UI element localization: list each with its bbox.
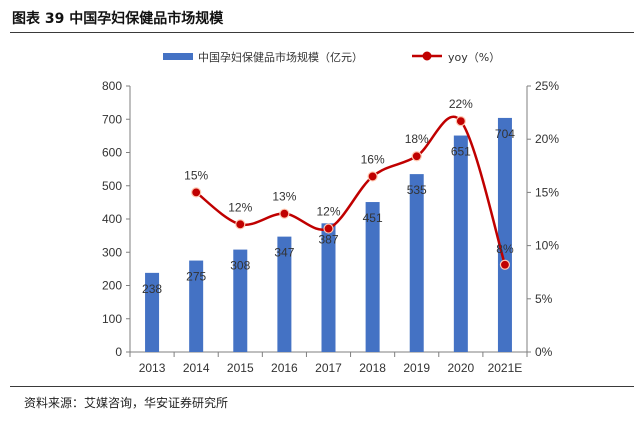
yoy-point (367, 171, 378, 182)
yoy-value-label: 12% (228, 200, 252, 214)
bar-value-label: 387 (318, 232, 338, 246)
left-tick-label: 700 (102, 112, 122, 126)
left-tick-label: 0 (115, 345, 122, 359)
bar (365, 202, 380, 352)
bar (189, 260, 204, 352)
market-size-chart: 中国孕妇保健品市场规模（亿元） yoy（%） 0 100 200 300 400 500 6… (102, 50, 559, 375)
yoy-value-label: 8% (496, 242, 514, 256)
yoy-point (455, 116, 466, 127)
right-tick-label: 25% (535, 79, 559, 93)
bar (497, 117, 512, 352)
yoy-value-label: 16% (361, 152, 385, 166)
bar-value-label: 238 (142, 282, 162, 296)
yoy-value-label: 15% (184, 168, 208, 182)
yoy-point (235, 219, 246, 230)
title-divider (10, 32, 634, 33)
legend-bar-swatch (163, 53, 193, 60)
x-tick-label: 2018 (359, 361, 386, 375)
left-tick-label: 100 (102, 312, 122, 326)
left-tick-label: 200 (102, 279, 122, 293)
yoy-value-label: 22% (449, 97, 473, 111)
bar (233, 249, 248, 352)
figure-title: 图表 39 中国孕妇保健品市场规模 (12, 11, 224, 27)
yoy-line-series (191, 115, 511, 270)
right-tick-label: 5% (535, 292, 553, 306)
x-tick-label: 2013 (139, 361, 166, 375)
x-tick-label: 2015 (227, 361, 254, 375)
right-tick-label: 0% (535, 345, 553, 359)
bar-value-labels: 238 275 308 347 387 451 535 651 704 (142, 127, 515, 296)
x-tick-label: 2017 (315, 361, 342, 375)
bar-value-label: 347 (274, 246, 294, 260)
bar (145, 272, 160, 352)
yoy-line (195, 115, 507, 266)
bar-series (145, 117, 512, 352)
bar (321, 223, 336, 352)
left-tick-label: 300 (102, 245, 122, 259)
x-tick-label: 2016 (271, 361, 298, 375)
legend-line-marker (422, 51, 432, 61)
left-tick-label: 800 (102, 79, 122, 93)
x-tick-label: 2020 (447, 361, 474, 375)
left-tick-label: 600 (102, 146, 122, 160)
yoy-value-label: 13% (272, 190, 296, 204)
right-tick-label: 10% (535, 239, 559, 253)
bar-value-label: 275 (186, 270, 206, 284)
yoy-value-label: 12% (316, 205, 340, 219)
yoy-point (411, 151, 422, 162)
right-tick-label: 20% (535, 132, 559, 146)
source-divider (10, 386, 634, 387)
bar (409, 174, 424, 352)
x-tick-label: 2014 (183, 361, 210, 375)
bar-value-label: 308 (230, 259, 250, 273)
yoy-point (279, 208, 290, 219)
bar (453, 135, 468, 352)
yoy-value-labels: 15% 12% 13% 12% 16% 18% 22% 8% (184, 97, 514, 256)
legend-line-label: yoy（%） (448, 51, 500, 64)
bar-value-label: 651 (451, 145, 471, 159)
x-tick-label: 2019 (403, 361, 430, 375)
right-tick-label: 15% (535, 185, 559, 199)
chart-legend: 中国孕妇保健品市场规模（亿元） yoy（%） (163, 50, 500, 64)
yoy-point (499, 259, 511, 270)
yoy-point (323, 223, 334, 234)
chart-axes: 0 100 200 300 400 500 600 700 800 0% 5% 10% 15% 20% 25… (102, 79, 559, 375)
yoy-value-label: 18% (405, 132, 429, 146)
yoy-point (191, 187, 202, 198)
bar-value-label: 535 (407, 183, 427, 197)
bar-value-label: 451 (363, 211, 383, 225)
legend-bar-label: 中国孕妇保健品市场规模（亿元） (198, 50, 363, 64)
bar (277, 236, 292, 352)
left-tick-label: 400 (102, 212, 122, 226)
figure-source: 资料来源：艾媒咨询，华安证券研究所 (24, 396, 229, 410)
left-tick-label: 500 (102, 179, 122, 193)
bar-value-label: 704 (495, 127, 515, 141)
x-tick-label: 2021E (488, 361, 523, 375)
